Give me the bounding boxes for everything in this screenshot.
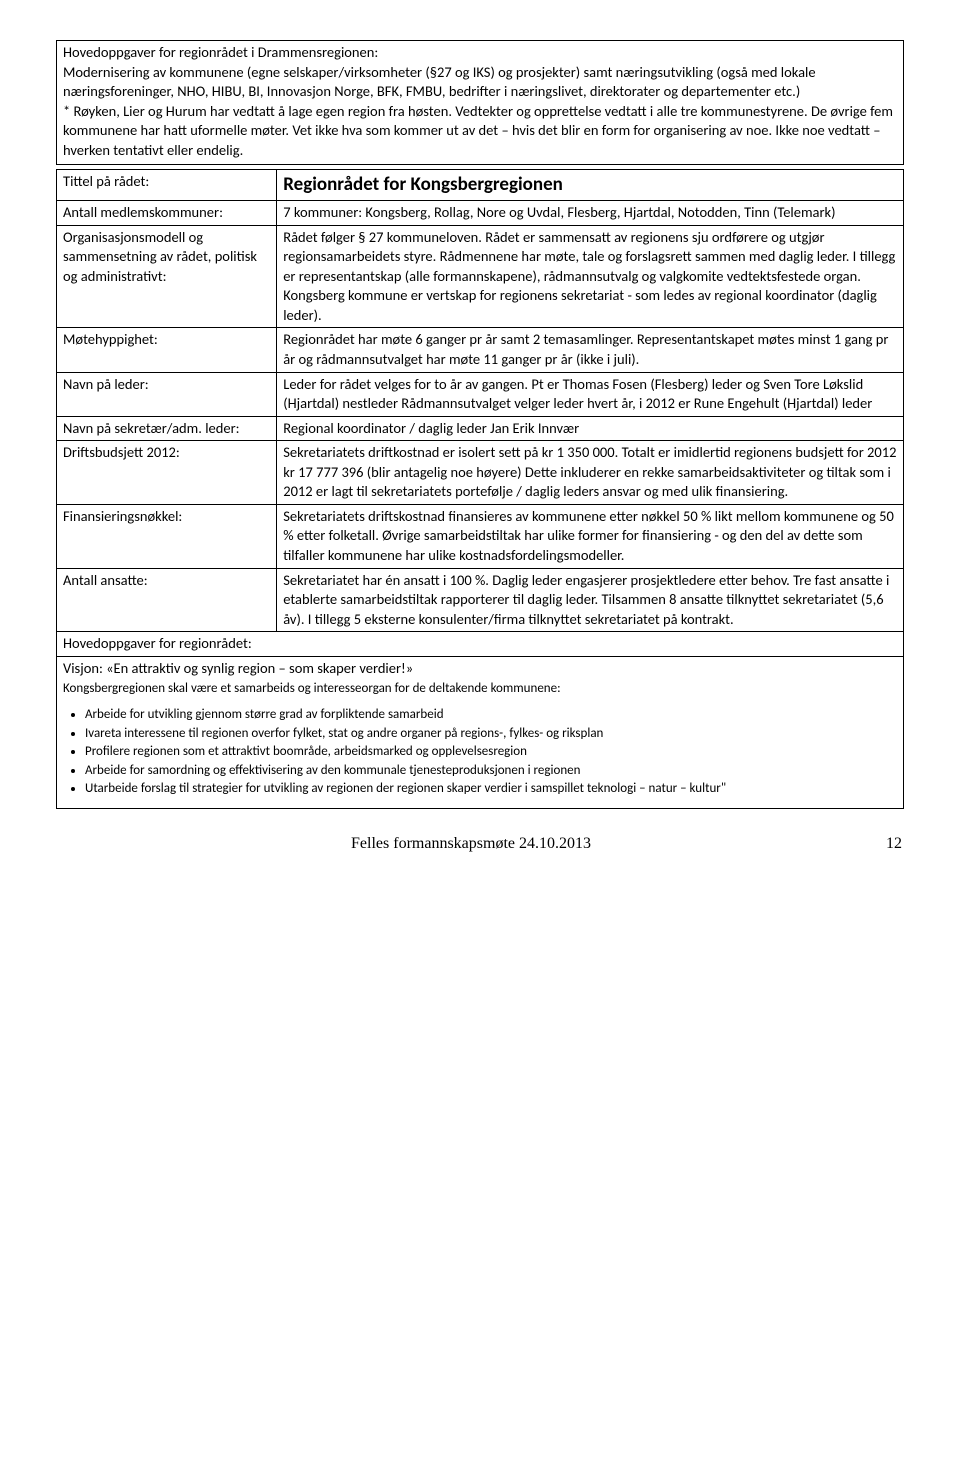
value-antall: 7 kommuner: Kongsberg, Rollag, Nore og U… bbox=[277, 201, 904, 226]
label-tittel: Tittel på rådet: bbox=[57, 170, 277, 201]
row-fin: Finansieringsnøkkel: Sekretariatets drif… bbox=[57, 504, 904, 568]
label-antall: Antall medlemskommuner: bbox=[57, 201, 277, 226]
value-ansatte: Sekretariatet har én ansatt i 100 %. Dag… bbox=[277, 568, 904, 632]
value-sekr: Regional koordinator / daglig leder Jan … bbox=[277, 416, 904, 441]
value-mote: Regionrådet har møte 6 ganger pr år samt… bbox=[277, 328, 904, 372]
label-mote: Møtehyppighet: bbox=[57, 328, 277, 372]
list-item: Profilere regionen som et attraktivt boo… bbox=[85, 743, 897, 761]
value-org: Rådet følger § 27 kommuneloven. Rådet er… bbox=[277, 225, 904, 328]
row-mote: Møtehyppighet: Regionrådet har møte 6 ga… bbox=[57, 328, 904, 372]
list-item: Arbeide for samordning og effektiviserin… bbox=[85, 762, 897, 780]
visjon-sub: Kongsbergregionen skal være et samarbeid… bbox=[63, 681, 561, 696]
hovedoppgaver-label: Hovedoppgaver for regionrådet: bbox=[57, 632, 904, 657]
title-text: Regionrådet for Kongsbergregionen bbox=[283, 173, 563, 196]
row-visjon: Visjon: «En attraktiv og synlig region –… bbox=[57, 656, 904, 808]
value-tittel: Regionrådet for Kongsbergregionen bbox=[277, 170, 904, 201]
intro-heading: Hovedoppgaver for regionrådet i Drammens… bbox=[63, 43, 378, 61]
row-ansatte: Antall ansatte: Sekretariatet har én ans… bbox=[57, 568, 904, 632]
intro-block: Hovedoppgaver for regionrådet i Drammens… bbox=[56, 40, 904, 165]
label-ansatte: Antall ansatte: bbox=[57, 568, 277, 632]
value-leder: Leder for rådet velges for to år av gang… bbox=[277, 372, 904, 416]
label-org: Organisasjonsmodell og sammensetning av … bbox=[57, 225, 277, 328]
label-sekr: Navn på sekretær/adm. leder: bbox=[57, 416, 277, 441]
bullet-list: Arbeide for utvikling gjennom større gra… bbox=[63, 706, 897, 798]
visjon-line: Visjon: «En attraktiv og synlig region –… bbox=[63, 659, 413, 677]
footer-text: Felles formannskapsmøte 24.10.2013 bbox=[351, 835, 591, 852]
label-drift: Driftsbudsjett 2012: bbox=[57, 441, 277, 505]
visjon-cell: Visjon: «En attraktiv og synlig region –… bbox=[57, 656, 904, 808]
intro-body: Modernisering av kommunene (egne selskap… bbox=[63, 63, 893, 159]
row-hovedoppgaver: Hovedoppgaver for regionrådet: bbox=[57, 632, 904, 657]
main-table: Tittel på rådet: Regionrådet for Kongsbe… bbox=[56, 169, 904, 808]
row-leder: Navn på leder: Leder for rådet velges fo… bbox=[57, 372, 904, 416]
row-drift: Driftsbudsjett 2012: Sekretariatets drif… bbox=[57, 441, 904, 505]
label-fin: Finansieringsnøkkel: bbox=[57, 504, 277, 568]
list-item: Ivareta interessene til regionen overfor… bbox=[85, 725, 897, 743]
value-fin: Sekretariatets driftskostnad finansieres… bbox=[277, 504, 904, 568]
list-item: Utarbeide forslag til strategier for utv… bbox=[85, 780, 897, 798]
footer-page: 12 bbox=[886, 835, 904, 853]
row-sekr: Navn på sekretær/adm. leder: Regional ko… bbox=[57, 416, 904, 441]
footer: Felles formannskapsmøte 24.10.2013 12 bbox=[56, 835, 904, 853]
list-item: Arbeide for utvikling gjennom større gra… bbox=[85, 706, 897, 724]
value-drift: Sekretariatets driftkostnad er isolert s… bbox=[277, 441, 904, 505]
row-antall: Antall medlemskommuner: 7 kommuner: Kong… bbox=[57, 201, 904, 226]
row-tittel: Tittel på rådet: Regionrådet for Kongsbe… bbox=[57, 170, 904, 201]
row-org: Organisasjonsmodell og sammensetning av … bbox=[57, 225, 904, 328]
label-leder: Navn på leder: bbox=[57, 372, 277, 416]
